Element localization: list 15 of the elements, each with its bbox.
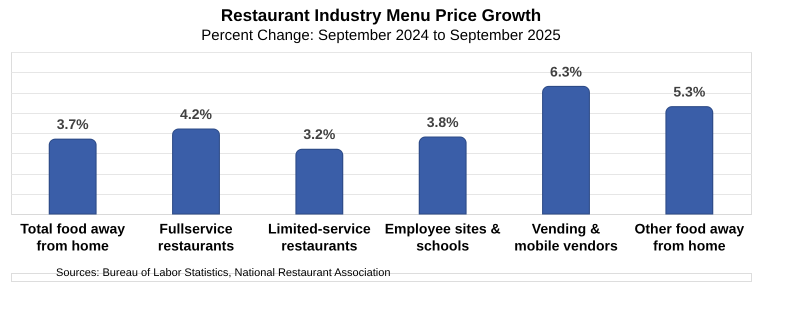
x-tick-label: Employee sites & schools bbox=[384, 220, 501, 254]
chart-subtitle: Percent Change: September 2024 to September 2025 bbox=[201, 27, 561, 44]
x-tick-label: Other food away from home bbox=[634, 220, 744, 254]
data-label: 6.3% bbox=[550, 63, 582, 80]
data-label: 5.3% bbox=[673, 84, 706, 100]
x-tick-label: Vending & mobile vendors bbox=[514, 220, 618, 254]
data-label: 3.2% bbox=[303, 126, 336, 142]
data-label: 3.8% bbox=[426, 114, 460, 130]
data-label: 3.7% bbox=[56, 116, 90, 132]
source-note: Sources: Bureau of Labor Statistics, National Restaurant Association bbox=[56, 267, 390, 279]
chart-title: Restaurant Industry Menu Price Growth bbox=[220, 6, 542, 25]
x-tick-label: Limited-service restaurants bbox=[268, 220, 371, 254]
x-tick-label: Fullservice restaurants bbox=[158, 220, 234, 254]
x-tick-label: Total food away from home bbox=[20, 220, 126, 254]
data-label: 4.2% bbox=[180, 106, 212, 122]
